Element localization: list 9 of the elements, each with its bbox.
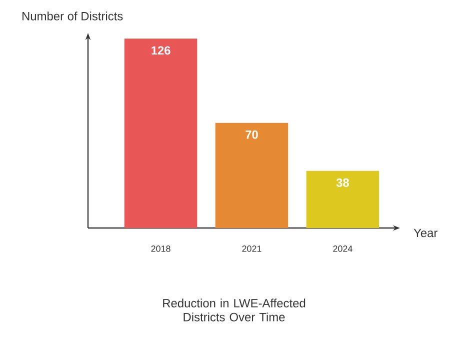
y-axis-title: Number of Districts (22, 12, 123, 20)
x-tick-label: 2018 (151, 246, 170, 252)
text: Reduction in LWE-Affected Districts Over Time (163, 298, 306, 322)
data-label: 126 (152, 46, 170, 55)
data-label: 70 (246, 130, 258, 139)
x-tick-label: 2024 (333, 246, 352, 252)
x-axis-title: Year (414, 228, 438, 238)
data-label: 38 (336, 178, 349, 187)
x-tick-label: 2021 (242, 246, 262, 252)
